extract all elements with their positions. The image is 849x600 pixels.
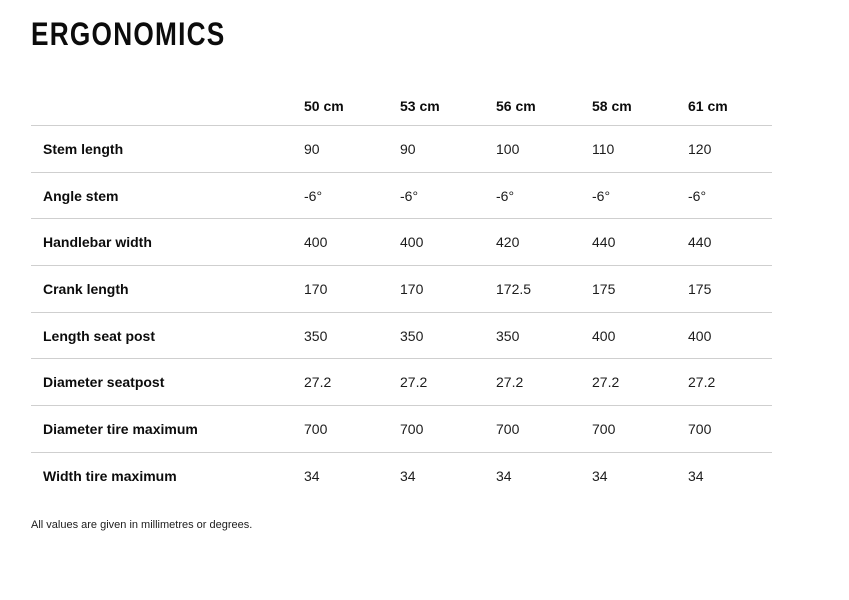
table-row-length-seat-post: Length seat post 350 350 350 400 400 — [31, 313, 772, 360]
cell-value: 27.2 — [400, 374, 428, 391]
cell-value: 34 — [688, 468, 704, 485]
column-header-50cm: 50 cm — [304, 97, 344, 114]
cell-value: 175 — [592, 280, 616, 297]
cell-value: 34 — [496, 468, 512, 485]
cell-value: 440 — [592, 234, 616, 251]
cell-value: 700 — [688, 420, 712, 437]
cell-value: -6° — [688, 187, 707, 204]
table-row-handlebar-width: Handlebar width 400 400 420 440 440 — [31, 219, 772, 267]
row-label: Diameter tire maximum — [43, 420, 198, 437]
column-header-61cm: 61 cm — [688, 97, 728, 114]
column-header-56cm: 56 cm — [496, 97, 536, 114]
row-label: Angle stem — [43, 187, 119, 204]
row-label: Crank length — [43, 280, 129, 297]
cell-value: 700 — [400, 420, 424, 437]
cell-value: 34 — [400, 468, 416, 485]
column-header-53cm: 53 cm — [400, 97, 440, 114]
cell-value: 172.5 — [496, 280, 532, 297]
table-row-width-tire-maximum: Width tire maximum 34 34 34 34 34 — [31, 453, 772, 500]
cell-value: 27.2 — [496, 374, 524, 391]
cell-value: 440 — [688, 234, 712, 251]
cell-value: 175 — [688, 280, 712, 297]
cell-value: -6° — [496, 187, 515, 204]
cell-value: 34 — [304, 468, 320, 485]
cell-value: 170 — [400, 280, 424, 297]
units-footnote: All values are given in millimetres or d… — [31, 518, 253, 531]
cell-value: 120 — [688, 140, 712, 157]
cell-value: 90 — [400, 140, 416, 157]
cell-value: 27.2 — [688, 374, 716, 391]
cell-value: 100 — [496, 140, 520, 157]
column-header-58cm: 58 cm — [592, 97, 632, 114]
cell-value: 34 — [592, 468, 608, 485]
row-label: Handlebar width — [43, 234, 152, 251]
row-label: Width tire maximum — [43, 468, 177, 485]
cell-value: 400 — [592, 327, 616, 344]
cell-value: 27.2 — [304, 374, 332, 391]
row-label: Length seat post — [43, 327, 156, 344]
cell-value: 110 — [592, 140, 615, 157]
ergonomics-section: ERGONOMICS 50 cm 53 cm 56 cm 58 cm 61 cm… — [31, 16, 772, 531]
cell-value: -6° — [304, 187, 323, 204]
row-label: Stem length — [43, 140, 124, 157]
cell-value: 700 — [496, 420, 520, 437]
cell-value: 350 — [400, 327, 424, 344]
table-header-row: 50 cm 53 cm 56 cm 58 cm 61 cm — [31, 86, 772, 126]
cell-value: 170 — [304, 280, 328, 297]
cell-value: 400 — [688, 327, 712, 344]
cell-value: 400 — [400, 234, 424, 251]
cell-value: 90 — [304, 140, 320, 157]
cell-value: 400 — [304, 234, 328, 251]
table-row-angle-stem: Angle stem -6° -6° -6° -6° -6° — [31, 173, 772, 220]
cell-value: -6° — [400, 187, 419, 204]
cell-value: 700 — [304, 420, 328, 437]
cell-value: 350 — [304, 327, 328, 344]
table-row-crank-length: Crank length 170 170 172.5 175 175 — [31, 266, 772, 313]
table-row-stem-length: Stem length 90 90 100 110 120 — [31, 126, 772, 173]
cell-value: 420 — [496, 234, 520, 251]
ergonomics-spec-table: 50 cm 53 cm 56 cm 58 cm 61 cm Stem lengt… — [31, 86, 772, 500]
table-row-diameter-tire-maximum: Diameter tire maximum 700 700 700 700 70… — [31, 406, 772, 453]
cell-value: 350 — [496, 327, 520, 344]
cell-value: 700 — [592, 420, 616, 437]
cell-value: -6° — [592, 187, 611, 204]
cell-value: 27.2 — [592, 374, 620, 391]
table-row-diameter-seatpost: Diameter seatpost 27.2 27.2 27.2 27.2 27… — [31, 359, 772, 407]
row-label: Diameter seatpost — [43, 374, 165, 391]
page-title: ERGONOMICS — [31, 16, 226, 52]
